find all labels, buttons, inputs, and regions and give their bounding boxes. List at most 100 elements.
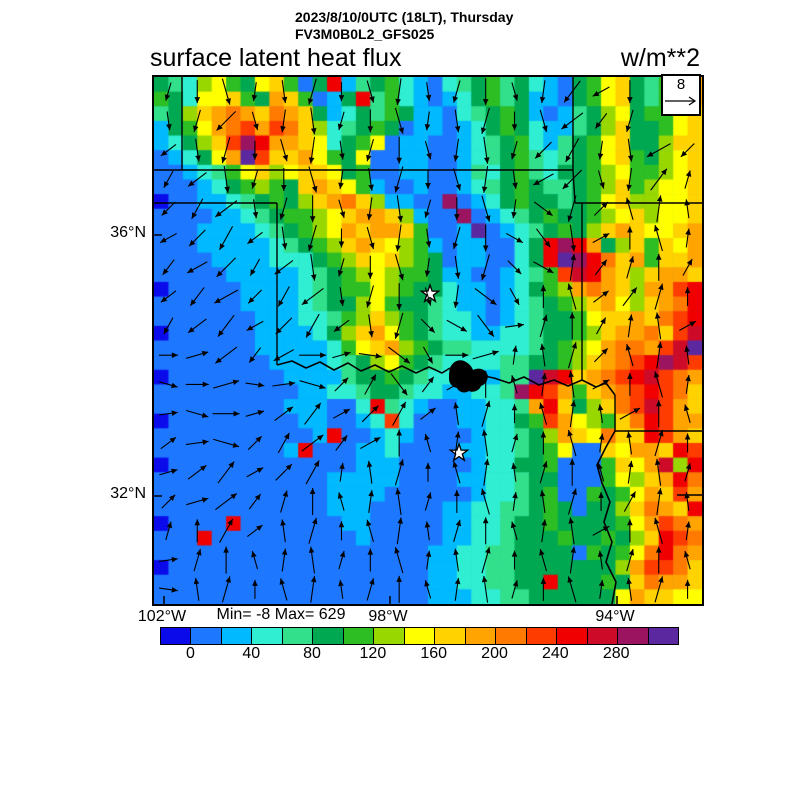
- wind-arrow-head: [366, 213, 373, 221]
- wind-arrow-head: [510, 152, 517, 160]
- colorbar-segment: [525, 628, 557, 644]
- wind-arrow-head: [570, 400, 577, 407]
- wind-arrow-head: [373, 437, 381, 443]
- wind-arrow-head: [403, 357, 410, 364]
- wind-arrow-head: [223, 546, 229, 553]
- wind-arrow-head: [570, 245, 577, 252]
- wind-arrow-head: [657, 488, 663, 495]
- wind-arrow-head: [460, 326, 467, 332]
- wind-arrow-head: [201, 350, 209, 357]
- wind-arrow-head: [597, 404, 604, 411]
- wind-arrow-head: [202, 439, 209, 445]
- wind-arrow-head: [460, 378, 467, 385]
- map-panel: 8: [152, 74, 704, 606]
- wind-arrow-head: [188, 180, 195, 187]
- wind-arrow-head: [375, 353, 382, 359]
- units-label: w/m**2: [620, 44, 700, 72]
- wind-arrow-head: [288, 380, 296, 387]
- wind-arrow-head: [368, 490, 374, 497]
- wind-arrow-head: [546, 267, 554, 273]
- wind-arrow-head: [160, 296, 168, 303]
- wind-arrow-head: [564, 95, 570, 103]
- wind-arrow-head: [214, 297, 221, 304]
- wind-arrow-head: [683, 404, 690, 412]
- wind-arrow-head: [485, 215, 491, 222]
- wind-arrow-head: [516, 237, 523, 243]
- wind-arrow-head: [216, 270, 223, 277]
- colorbar-tick-label: 120: [359, 645, 387, 662]
- wind-arrow-head: [511, 550, 518, 557]
- wind-arrow-head: [338, 521, 345, 528]
- wind-arrow-head: [683, 550, 690, 558]
- wind-arrow-head: [658, 283, 664, 291]
- wind-arrow-head: [535, 152, 542, 159]
- wind-arrow-head: [455, 183, 462, 191]
- wind-arrow-head: [540, 431, 547, 438]
- wind-arrow-head: [285, 464, 292, 471]
- wind-arrow-head: [225, 98, 231, 105]
- wind-arrow-head: [424, 211, 430, 218]
- city-star-marker: [448, 441, 470, 463]
- wind-arrow-head: [424, 123, 431, 131]
- wind-arrow-head: [561, 123, 568, 130]
- wind-arrow-head: [653, 225, 660, 232]
- wind-arrow-head: [570, 546, 577, 554]
- wind-arrow-head: [512, 182, 518, 189]
- wind-arrow-head: [308, 157, 315, 164]
- minmax-label: Min= -8 Max= 629: [216, 606, 346, 623]
- wind-arrow-head: [684, 433, 691, 440]
- colorbar-segment: [251, 628, 282, 644]
- wind-arrow-head: [685, 463, 692, 470]
- wind-arrow-head: [481, 186, 488, 193]
- wind-arrow-head: [171, 410, 178, 416]
- wind-arrow-head: [454, 431, 461, 438]
- wind-arrow-head: [339, 550, 346, 558]
- wind-arrow-head: [195, 155, 201, 162]
- wind-arrow-head: [341, 435, 348, 442]
- wind-arrow-head: [565, 155, 572, 163]
- colorbar-segment: [464, 628, 496, 644]
- wind-arrow-head: [171, 468, 178, 474]
- wind-arrow-head: [339, 462, 345, 470]
- wind-arrow-head: [539, 549, 545, 556]
- wind-arrow-head: [281, 96, 288, 104]
- wind-arrow-head: [275, 327, 282, 334]
- wind-arrow-head: [482, 99, 489, 106]
- colorbar-tick-label: 0: [185, 645, 195, 662]
- wind-arrow-head: [232, 379, 240, 386]
- colorbar-segment: [220, 628, 252, 644]
- wind-arrow-head: [598, 492, 604, 499]
- wind-arrow-head: [251, 550, 257, 558]
- wind-arrow-head: [684, 492, 690, 499]
- wind-arrow-head: [171, 382, 178, 389]
- wind-arrow-head: [627, 155, 634, 162]
- wind-arrow-head: [367, 126, 374, 133]
- wind-arrow-head: [689, 321, 696, 327]
- wind-arrow-head: [274, 268, 282, 275]
- wind-arrow-head: [339, 153, 345, 160]
- wind-arrow-head: [539, 402, 545, 410]
- map-overlay-layer: [154, 77, 702, 604]
- wind-arrow-head: [194, 519, 201, 526]
- wind-arrow-head: [597, 463, 603, 470]
- wind-arrow-head: [454, 125, 461, 133]
- wind-arrow-head: [306, 331, 312, 338]
- wind-arrow-head: [626, 184, 632, 191]
- wind-arrow-head: [600, 259, 607, 267]
- wind-arrow-head: [168, 494, 176, 502]
- colorbar-segment: [617, 628, 648, 644]
- wind-arrow-head: [646, 151, 654, 157]
- wind-arrow-head: [684, 287, 691, 294]
- wind-arrow-head: [429, 407, 436, 414]
- wind-arrow-head: [171, 556, 178, 563]
- colorbar-tick-label: 160: [420, 645, 448, 662]
- wind-arrow-head: [163, 181, 170, 188]
- wind-arrow-head: [307, 98, 314, 105]
- wind-arrow-head: [396, 304, 402, 311]
- wind-arrow-head: [193, 125, 199, 132]
- wind-arrow-head: [309, 216, 316, 223]
- wind-arrow-head: [653, 517, 660, 525]
- wind-arrow-head: [424, 580, 430, 587]
- wind-arrow-head: [452, 461, 459, 468]
